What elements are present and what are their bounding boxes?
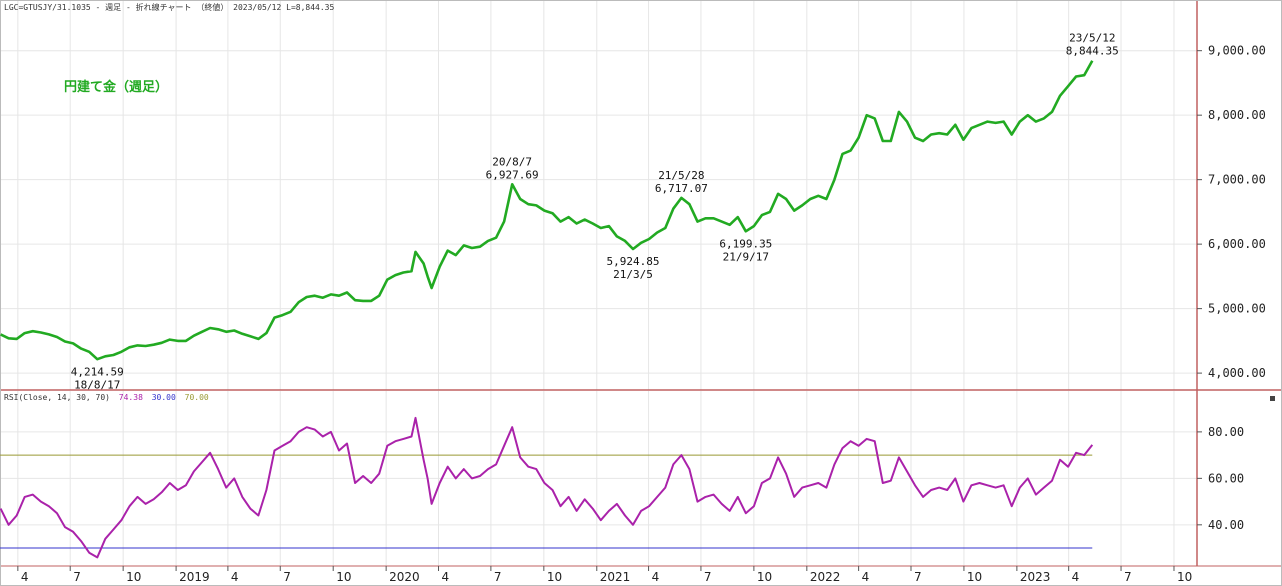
rsi-header-upper: 70.00 bbox=[185, 393, 209, 402]
price-series-line bbox=[0, 60, 1094, 361]
price-grid bbox=[0, 0, 1197, 390]
price-panel-background bbox=[0, 0, 1197, 390]
x-tick-label: 2021 bbox=[600, 570, 631, 584]
annotation-21-5-28: 21/5/286,717.07 bbox=[655, 169, 708, 195]
x-tick-label: 2022 bbox=[810, 570, 841, 584]
price-y-tick-label: 8,000.00 bbox=[1208, 108, 1266, 122]
rsi-series-layer bbox=[0, 416, 1094, 559]
x-tick-label: 10 bbox=[757, 570, 772, 584]
x-tick-label: 2023 bbox=[1020, 570, 1051, 584]
price-series-layer bbox=[0, 60, 1094, 361]
annotation-line-1: 6,199.35 bbox=[719, 237, 772, 250]
rsi-series-line bbox=[0, 416, 1094, 559]
annotation-line-2: 6,717.07 bbox=[655, 182, 708, 195]
annotation-20-8-7: 20/8/76,927.69 bbox=[486, 155, 539, 181]
annotation-line-2: 8,844.35 bbox=[1066, 45, 1119, 58]
x-tick-label: 7 bbox=[1124, 570, 1132, 584]
x-tick-label: 10 bbox=[126, 570, 141, 584]
annotation-line-1: 5,924.85 bbox=[607, 255, 660, 268]
x-tick-label: 7 bbox=[73, 570, 81, 584]
x-tick-label: 4 bbox=[1072, 570, 1080, 584]
price-y-tick-label: 4,000.00 bbox=[1208, 366, 1266, 380]
rsi-header: RSI(Close, 14, 30, 70) 74.38 30.00 70.00 bbox=[4, 393, 209, 402]
annotation-line-2: 21/3/5 bbox=[613, 268, 653, 281]
annotation-line-2: 18/8/17 bbox=[74, 378, 120, 391]
price-y-tick-label: 6,000.00 bbox=[1208, 237, 1266, 251]
x-tick-label: 10 bbox=[547, 570, 562, 584]
x-tick-label: 7 bbox=[914, 570, 922, 584]
annotation-line-2: 6,927.69 bbox=[486, 168, 539, 181]
x-tick-label: 4 bbox=[231, 570, 239, 584]
rsi-header-value: 74.38 bbox=[119, 393, 143, 402]
annotation-line-1: 23/5/12 bbox=[1069, 32, 1115, 45]
x-tick-layer: 4 7 10 2019 4 7 10 2020 4 7 10 2021 4 7 10 2022 4 7 10 2023… bbox=[17, 566, 1192, 584]
annotation-layer: 4,214.5918/8/1720/8/76,927.695,924.8521/… bbox=[71, 32, 1119, 392]
x-tick-label: 4 bbox=[442, 570, 450, 584]
x-tick-label: 7 bbox=[704, 570, 712, 584]
price-y-tick-label: 7,000.00 bbox=[1208, 173, 1266, 187]
rsi-header-lower: 30.00 bbox=[152, 393, 176, 402]
x-tick-label: 4 bbox=[21, 570, 29, 584]
rsi-header-label: RSI(Close, 14, 30, 70) bbox=[4, 393, 110, 402]
x-tick-label: 4 bbox=[862, 570, 870, 584]
rsi-grid bbox=[0, 391, 1197, 566]
annotation-line-1: 4,214.59 bbox=[71, 365, 124, 378]
x-tick-label: 4 bbox=[652, 570, 660, 584]
annotation-line-2: 21/9/17 bbox=[723, 250, 769, 263]
rsi-y-tick-label: 80.00 bbox=[1208, 425, 1244, 439]
x-tick-label: 2020 bbox=[389, 570, 420, 584]
chart-header: LGC=GTUSJY/31.1035 - 週足 - 折れ線チャート （終値） 2… bbox=[4, 2, 334, 12]
x-tick-label: 10 bbox=[1177, 570, 1192, 584]
x-tick-label: 10 bbox=[967, 570, 982, 584]
x-tick-label: 10 bbox=[336, 570, 351, 584]
annotation-line-1: 21/5/28 bbox=[658, 169, 704, 182]
chart-title: 円建て金（週足） bbox=[64, 79, 168, 95]
rsi-y-tick-label: 60.00 bbox=[1208, 471, 1244, 485]
x-tick-label: 7 bbox=[494, 570, 502, 584]
rsi-y-tick-label: 40.00 bbox=[1208, 518, 1244, 532]
annotation-line-1: 20/8/7 bbox=[492, 155, 532, 168]
rsi-scale-marker bbox=[1270, 396, 1275, 401]
annotation-23-5-12: 23/5/128,844.35 bbox=[1066, 32, 1119, 58]
price-y-tick-label: 5,000.00 bbox=[1208, 302, 1266, 316]
y-tick-layer: 4,000.00 5,000.00 6,000.00 7,000.00 8,000.00… bbox=[1197, 44, 1266, 532]
price-y-tick-label: 9,000.00 bbox=[1208, 44, 1266, 58]
x-tick-label: 7 bbox=[283, 570, 291, 584]
x-tick-label: 2019 bbox=[179, 570, 210, 584]
